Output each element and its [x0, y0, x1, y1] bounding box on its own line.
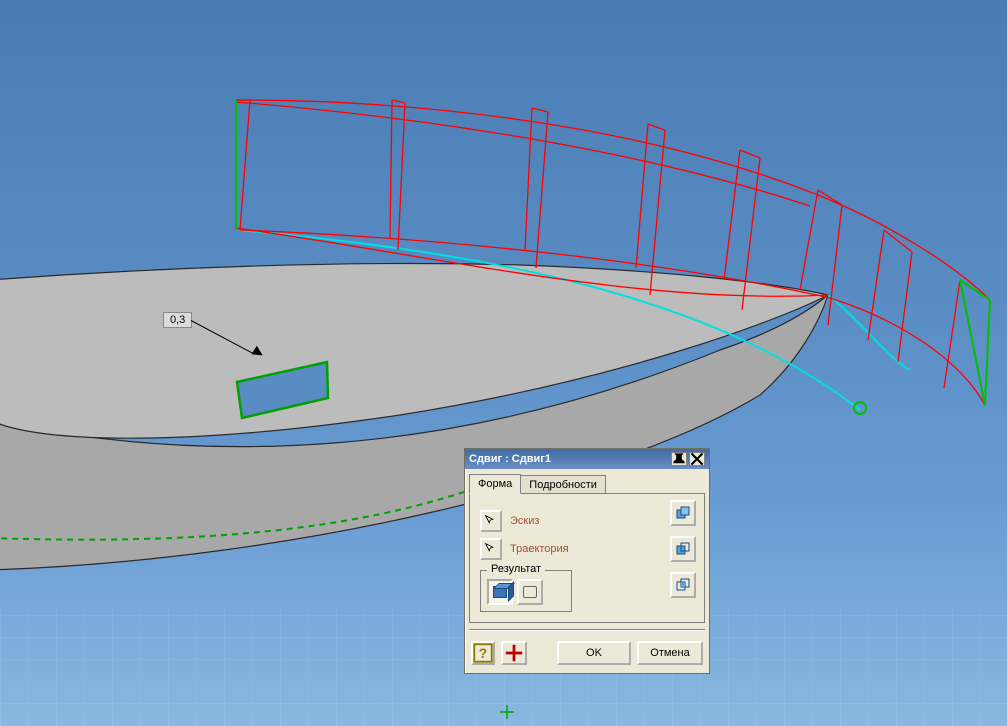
result-surface-button[interactable] — [517, 579, 543, 605]
tab-details-label: Подробности — [529, 479, 597, 491]
dialog-separator — [469, 629, 705, 631]
result-solid-button[interactable] — [487, 579, 513, 605]
tab-details[interactable]: Подробности — [520, 475, 606, 495]
pick-sketch-button[interactable] — [480, 510, 502, 532]
cancel-button[interactable]: Отмена — [637, 641, 703, 665]
dimension-value: 0,3 — [170, 314, 185, 326]
cancel-button-label: Отмена — [650, 647, 689, 659]
pick-sketch-label: Эскиз — [510, 515, 539, 527]
sweep-end-profile — [960, 280, 990, 405]
ok-button[interactable]: OK — [557, 641, 631, 665]
dialog-titlebar[interactable]: Сдвиг : Сдвиг1 — [465, 449, 709, 469]
dimension-label[interactable]: 0,3 — [163, 312, 192, 328]
tab-strip: Форма Подробности — [469, 473, 705, 493]
pick-trajectory-button[interactable] — [480, 538, 502, 560]
tab-shape-label: Форма — [478, 478, 512, 490]
tab-shape[interactable]: Форма — [469, 474, 521, 494]
pick-trajectory-row: Траектория — [480, 538, 694, 560]
dialog-title: Сдвиг : Сдвиг1 — [469, 453, 669, 465]
ok-button-label: OK — [586, 647, 602, 659]
origin-marker — [500, 705, 514, 719]
add-button[interactable] — [501, 641, 527, 665]
pick-trajectory-label: Траектория — [510, 543, 569, 555]
svg-text:?: ? — [479, 646, 487, 661]
result-group-title: Результат — [487, 563, 545, 575]
operation-buttons — [670, 500, 696, 598]
operation-intersect-button[interactable] — [670, 572, 696, 598]
cad-viewport[interactable]: 0,3 Сдвиг : Сдвиг1 Форма Подробности — [0, 0, 1007, 726]
operation-join-button[interactable] — [670, 500, 696, 526]
dialog-button-row: ? OK Отмена — [465, 637, 709, 673]
tab-pane-shape: Эскиз Траектория Результат — [469, 493, 705, 623]
result-group: Результат — [480, 570, 572, 612]
sweep-dialog[interactable]: Сдвиг : Сдвиг1 Форма Подробности Эскиз — [464, 448, 710, 674]
pick-sketch-row: Эскиз — [480, 510, 694, 532]
help-button[interactable]: ? — [471, 641, 495, 665]
close-button[interactable] — [689, 452, 705, 466]
operation-cut-button[interactable] — [670, 536, 696, 562]
pin-button[interactable] — [671, 452, 687, 466]
